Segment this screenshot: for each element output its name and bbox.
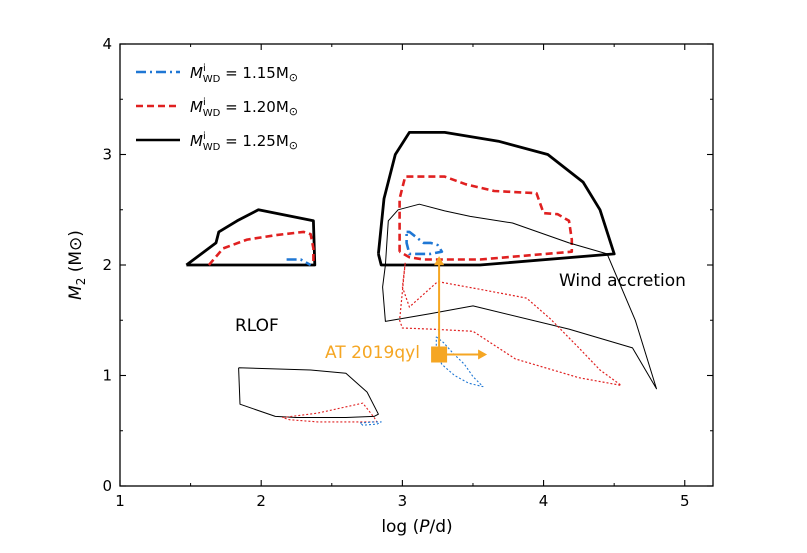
y-tick-label-4: 3 [102,146,112,164]
series-line-11 [282,402,378,423]
x-axis-label: log (P/d) [381,517,452,537]
annotation-wind-accretion: Wind accretion [559,271,686,291]
point-label: AT 2019qyl [325,343,420,363]
legend-label-2: Mi WD = 1.20M⊙ [190,97,298,119]
y-tick-label-3: 2 [102,256,112,274]
series-line-10 [238,367,379,418]
x-tick-label-1: 1 [115,492,125,510]
series-line-2 [207,230,315,266]
series-line-7 [382,203,657,390]
legend-label-1: Mi WD = 1.15M⊙ [190,63,298,85]
series-line-8 [399,262,622,386]
series-line-6 [405,230,444,256]
arrow-up-head [434,256,445,266]
series-line-1 [185,208,317,267]
y-axis-label: M2 (M⊙) [66,230,88,300]
series-line-4 [377,130,616,267]
legend: Mi WD = 1.15M⊙ Mi WD = 1.20M⊙ Mi WD = 1.25M… [136,63,298,153]
series-line-5 [398,175,574,261]
y-tick-label-2: 1 [102,367,112,385]
y-tick-label-1: 0 [102,477,112,495]
legend-label-3: Mi WD = 1.25M⊙ [190,131,298,153]
arrow-right-head [478,349,488,360]
data-point-at2019qyl [431,346,448,363]
annotation-rlof: RLOF [235,316,279,336]
x-tick-label-4: 4 [539,492,549,510]
x-tick-label-2: 2 [256,492,266,510]
point-layer [431,256,488,363]
y-tick-label-5: 4 [102,35,112,53]
series-line-12 [359,421,382,426]
x-tick-label-5: 5 [680,492,690,510]
x-tick-label-3: 3 [398,492,408,510]
series-line-3 [286,258,312,267]
